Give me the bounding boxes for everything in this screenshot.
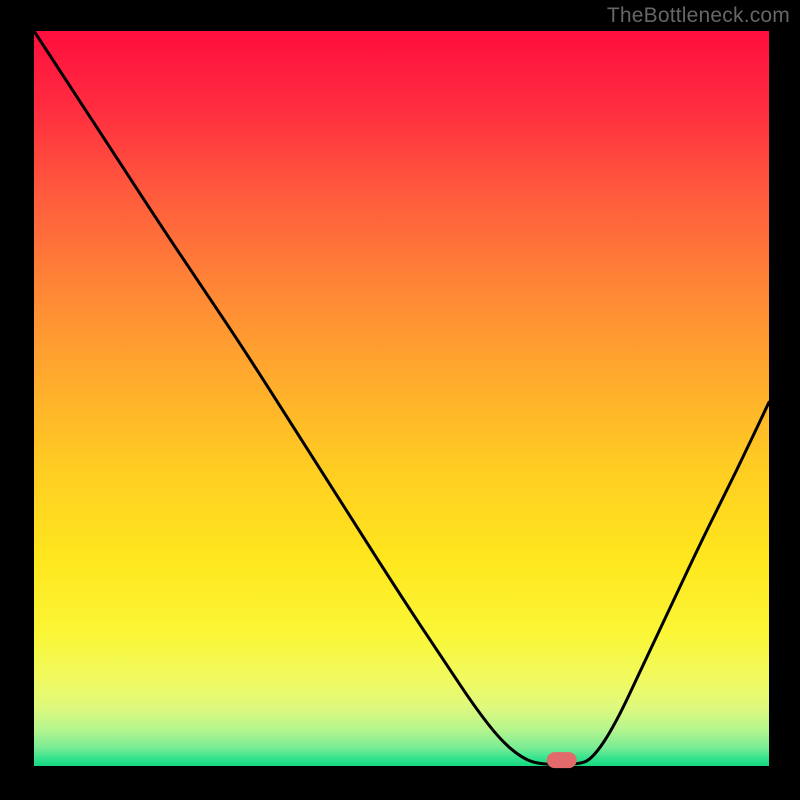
plot-area xyxy=(34,31,769,766)
optimal-point-marker xyxy=(547,752,577,768)
watermark-label: TheBottleneck.com xyxy=(607,4,790,28)
chart-stage: TheBottleneck.com xyxy=(0,0,800,800)
bottleneck-chart xyxy=(0,0,800,800)
